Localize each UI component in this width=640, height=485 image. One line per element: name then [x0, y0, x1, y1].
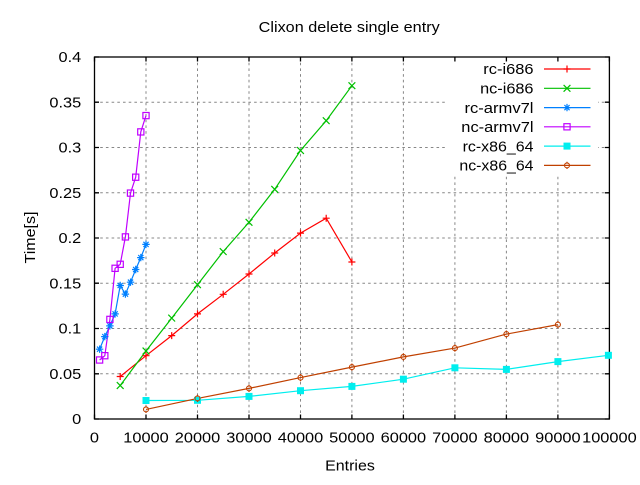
svg-text:0.3: 0.3 [59, 141, 82, 157]
svg-text:rc-x86_64: rc-x86_64 [463, 139, 534, 155]
svg-text:80000: 80000 [484, 430, 530, 446]
svg-text:90000: 90000 [535, 430, 581, 446]
svg-text:30000: 30000 [226, 430, 272, 446]
svg-text:0: 0 [90, 430, 99, 446]
svg-text:40000: 40000 [278, 430, 324, 446]
svg-text:nc-x86_64: nc-x86_64 [459, 159, 533, 175]
svg-text:nc-i686: nc-i686 [480, 82, 533, 98]
svg-text:0.2: 0.2 [59, 231, 82, 247]
svg-text:20000: 20000 [175, 430, 221, 446]
svg-text:10000: 10000 [123, 430, 169, 446]
svg-text:rc-armv7l: rc-armv7l [465, 101, 534, 117]
svg-text:0.35: 0.35 [49, 95, 81, 111]
svg-text:0.25: 0.25 [49, 186, 81, 202]
svg-text:50000: 50000 [329, 430, 375, 446]
svg-text:Entries: Entries [325, 458, 375, 474]
svg-text:0.05: 0.05 [49, 367, 81, 383]
svg-text:100000: 100000 [582, 430, 637, 446]
svg-text:0.1: 0.1 [59, 322, 82, 338]
svg-text:70000: 70000 [432, 430, 478, 446]
svg-text:0: 0 [72, 412, 81, 428]
svg-text:Time[s]: Time[s] [23, 212, 39, 264]
svg-text:0.15: 0.15 [49, 276, 81, 292]
svg-text:nc-armv7l: nc-armv7l [461, 120, 533, 136]
svg-text:rc-i686: rc-i686 [483, 62, 533, 78]
svg-text:60000: 60000 [381, 430, 427, 446]
svg-text:0.4: 0.4 [59, 50, 82, 66]
svg-text:Clixon delete single entry: Clixon delete single entry [259, 19, 441, 36]
